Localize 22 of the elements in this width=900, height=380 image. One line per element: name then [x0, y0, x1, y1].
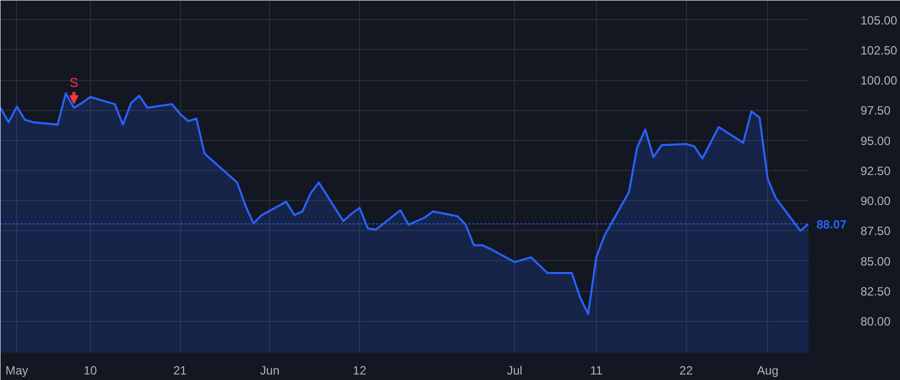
ref-line-label: 88.07 [816, 217, 847, 232]
y-tick-label: 85.00 [860, 254, 891, 268]
y-tick-label: 80.00 [860, 314, 891, 329]
x-tick-label: 22 [679, 364, 694, 378]
y-tick-label: 102.50 [860, 43, 898, 58]
x-tick-label: May [5, 364, 28, 378]
y-tick-label: 92.50 [860, 164, 891, 178]
x-tick-label: Jul [507, 364, 522, 378]
x-tick-label: 11 [590, 364, 603, 378]
y-tick-label: 100.00 [860, 74, 898, 88]
y-tick-label: 82.50 [860, 284, 891, 299]
x-tick-label: 12 [352, 364, 367, 378]
x-tick-label: Aug [757, 364, 778, 378]
y-tick-label: 87.50 [860, 224, 891, 238]
y-tick-label: 97.50 [860, 104, 891, 118]
x-tick-label: 21 [173, 364, 188, 378]
y-tick-label: 105.00 [860, 13, 898, 28]
y-tick-label: 95.00 [860, 134, 891, 148]
y-tick-label: 90.00 [860, 194, 891, 208]
x-tick-label: Jun [260, 364, 280, 378]
annotation: S [70, 74, 79, 90]
x-tick-label: 10 [84, 364, 98, 378]
